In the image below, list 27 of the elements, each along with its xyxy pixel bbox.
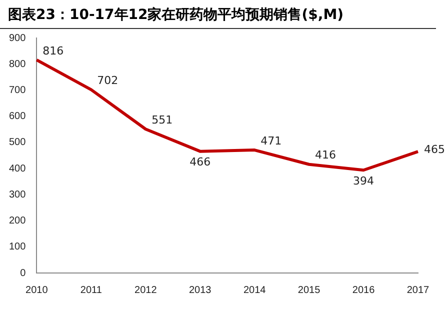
x-tick-label: 2015 [298,284,321,296]
data-label: 466 [190,156,211,169]
data-label: 394 [353,174,374,188]
y-tick-label: 100 [8,242,26,253]
data-label: 702 [97,74,118,88]
y-tick-label: 300 [8,189,26,200]
y-tick-label: 900 [8,32,26,44]
data-label: 816 [42,44,64,58]
y-tick-label: 700 [8,84,26,96]
y-tick-label: 0 [20,268,26,279]
x-tick-label: 2010 [26,284,48,296]
y-tick-label: 400 [8,163,26,174]
x-tick-label: 2014 [243,284,266,296]
y-tick-label: 800 [8,58,26,70]
x-tick-label: 2017 [406,284,430,296]
x-tick-label: 2016 [352,284,376,296]
chart-title: 图表23：10-17年12家在研药物平均预期销售($,M) [0,0,436,29]
x-tick-label: 2011 [80,284,102,296]
data-label: 465 [424,142,445,156]
y-tick-label: 200 [8,216,26,227]
x-tick-label: 2013 [188,284,212,296]
data-label: 416 [315,148,336,162]
y-tick-label: 500 [8,137,26,148]
y-tick-label: 600 [8,111,26,122]
x-tick-label: 2012 [134,284,158,296]
data-label: 471 [260,134,282,148]
data-label: 551 [152,113,173,126]
